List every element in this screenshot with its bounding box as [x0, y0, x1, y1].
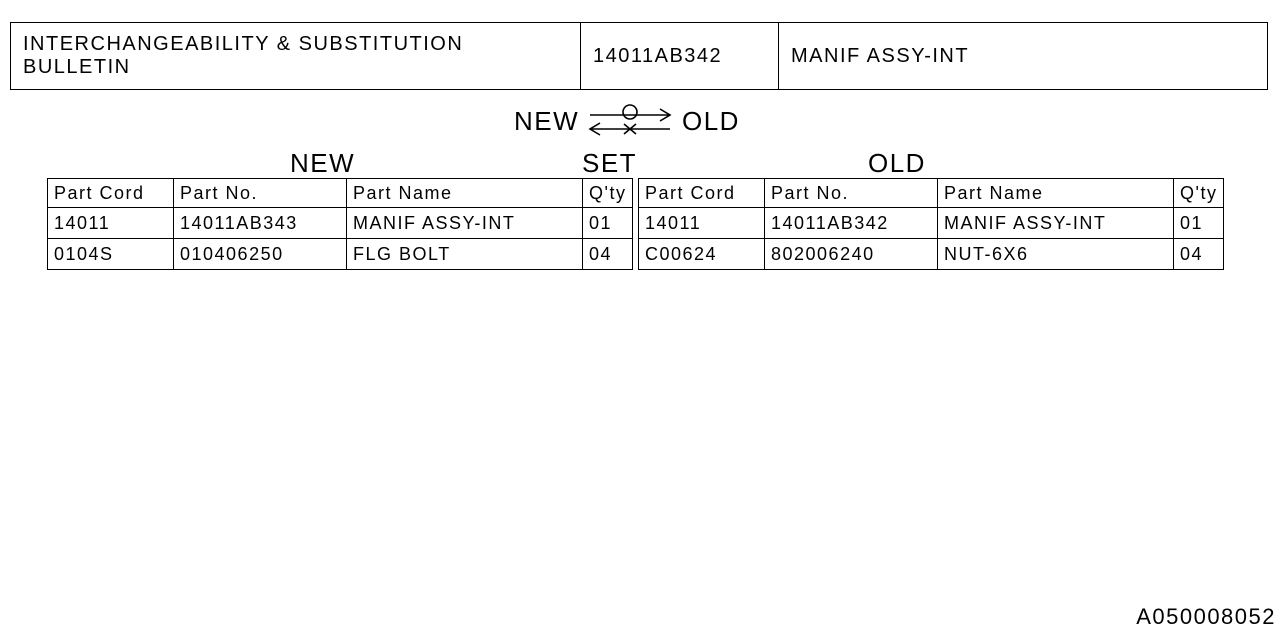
col-part-cord: Part Cord: [48, 179, 174, 208]
col-part-cord: Part Cord: [639, 179, 765, 208]
cell-part-cord: C00624: [639, 239, 765, 270]
new-parts-table: Part Cord Part No. Part Name Q'ty 14011 …: [47, 178, 633, 270]
cell-part-name: FLG BOLT: [347, 239, 583, 270]
col-part-no: Part No.: [174, 179, 347, 208]
cell-qty: 04: [583, 239, 633, 270]
footer-code: A050008052: [1136, 604, 1276, 630]
cell-qty: 01: [1174, 208, 1224, 239]
header-title: INTERCHANGEABILITY & SUBSTITUTION BULLET…: [11, 23, 581, 90]
cell-part-no: 14011AB343: [174, 208, 347, 239]
table-row: 0104S 010406250 FLG BOLT 04: [48, 239, 633, 270]
cell-part-no: 802006240: [765, 239, 938, 270]
col-qty: Q'ty: [1174, 179, 1224, 208]
table-row: C00624 802006240 NUT-6X6 04: [639, 239, 1224, 270]
header-code: 14011AB342: [581, 23, 779, 90]
col-qty: Q'ty: [583, 179, 633, 208]
header-table: INTERCHANGEABILITY & SUBSTITUTION BULLET…: [10, 22, 1268, 90]
section-label-new: NEW: [290, 148, 355, 179]
cell-part-cord: 14011: [639, 208, 765, 239]
cell-part-no: 010406250: [174, 239, 347, 270]
table-row: 14011 14011AB343 MANIF ASSY-INT 01: [48, 208, 633, 239]
col-part-name: Part Name: [938, 179, 1174, 208]
col-part-no: Part No.: [765, 179, 938, 208]
table-row: 14011 14011AB342 MANIF ASSY-INT 01: [639, 208, 1224, 239]
cell-part-name: MANIF ASSY-INT: [347, 208, 583, 239]
header-desc: MANIF ASSY-INT: [779, 23, 1268, 90]
col-part-name: Part Name: [347, 179, 583, 208]
cell-qty: 04: [1174, 239, 1224, 270]
cell-part-cord: 0104S: [48, 239, 174, 270]
cell-part-cord: 14011: [48, 208, 174, 239]
cell-qty: 01: [583, 208, 633, 239]
interchange-symbol-icon: [580, 103, 700, 153]
old-parts-table: Part Cord Part No. Part Name Q'ty 14011 …: [638, 178, 1224, 270]
diagram-left-label: NEW: [514, 106, 579, 137]
section-label-old: OLD: [868, 148, 926, 179]
cell-part-name: MANIF ASSY-INT: [938, 208, 1174, 239]
cell-part-name: NUT-6X6: [938, 239, 1174, 270]
cell-part-no: 14011AB342: [765, 208, 938, 239]
